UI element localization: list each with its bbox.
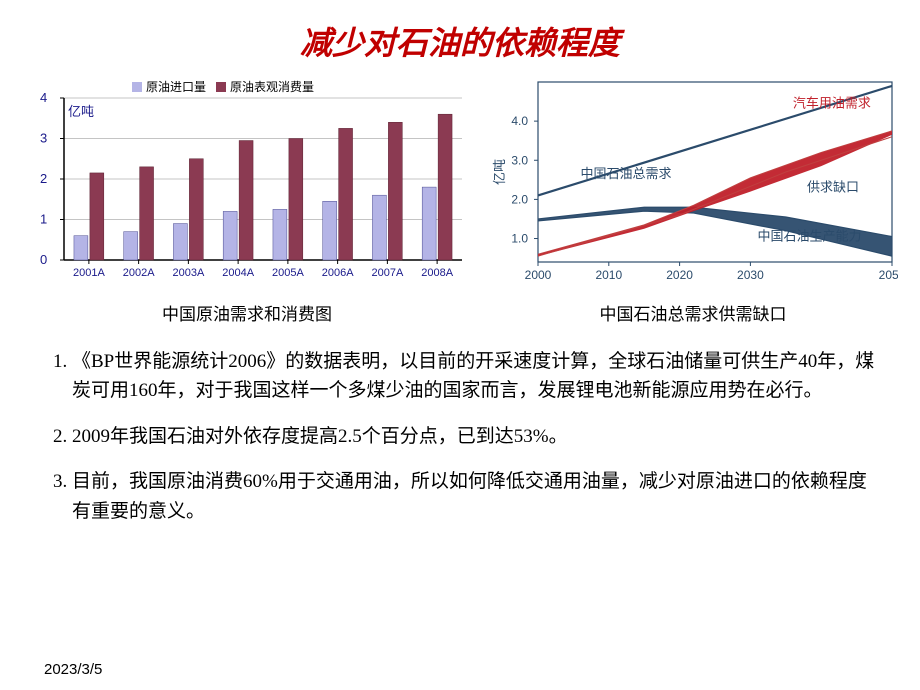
svg-text:2020: 2020 [666, 268, 693, 282]
legend-item-import: 原油进口量 [132, 78, 206, 95]
svg-text:2010: 2010 [595, 268, 622, 282]
svg-text:2000: 2000 [525, 268, 552, 282]
svg-text:2050: 2050 [879, 268, 898, 282]
date-stamp: 2023/3/5 [44, 661, 102, 678]
page-title: 减少对石油的依赖程度 [0, 0, 920, 72]
bar-chart-legend: 原油进口量 原油表观消费量 [132, 78, 314, 95]
bar-chart-caption: 中国原油需求和消费图 [22, 300, 472, 325]
bullet-list: 《BP世界能源统计2006》的数据表明，以目前的开采速度计算，全球石油储量可供生… [44, 347, 876, 526]
body-text: 《BP世界能源统计2006》的数据表明，以目前的开采速度计算，全球石油储量可供生… [0, 325, 920, 526]
line-chart-svg: 1.0 2.0 3.0 4.0 2000 2010 2020 2030 2050 亿吨 中国石油总需… [488, 76, 898, 286]
svg-text:亿吨: 亿吨 [68, 104, 94, 119]
captions-row: 中国原油需求和消费图 中国石油总需求供需缺口 [0, 286, 920, 325]
svg-text:2030: 2030 [737, 268, 764, 282]
svg-text:3.0: 3.0 [511, 153, 528, 167]
svg-text:供求缺口: 供求缺口 [807, 180, 859, 195]
legend-swatch-consumption [216, 82, 226, 92]
svg-text:4.0: 4.0 [511, 114, 528, 128]
line-chart-caption: 中国石油总需求供需缺口 [488, 300, 898, 325]
bar-chart: 原油进口量 原油表观消费量 0 1 2 3 4 亿吨 2001A 2002A 2003A 2004… [22, 76, 472, 286]
svg-text:汽车用油需求: 汽车用油需求 [793, 95, 871, 110]
svg-text:中国石油生产能力: 中国石油生产能力 [757, 228, 861, 243]
svg-text:2005A: 2005A [272, 267, 304, 279]
line-chart: 1.0 2.0 3.0 4.0 2000 2010 2020 2030 2050 亿吨 中国石油总需… [488, 76, 898, 286]
svg-text:2008A: 2008A [421, 267, 453, 279]
bar-chart-svg: 0 1 2 3 4 亿吨 2001A 2002A 2003A 2004A 2005A 2006A 200… [22, 76, 472, 286]
charts-row: 原油进口量 原油表观消费量 0 1 2 3 4 亿吨 2001A 2002A 2003A 2004… [0, 76, 920, 286]
svg-text:1.0: 1.0 [511, 232, 528, 246]
svg-text:4: 4 [40, 90, 47, 105]
svg-text:亿吨: 亿吨 [492, 159, 507, 185]
svg-text:3: 3 [40, 131, 47, 146]
svg-text:0: 0 [40, 252, 47, 267]
svg-text:中国石油总需求: 中国石油总需求 [580, 166, 671, 181]
svg-text:2004A: 2004A [222, 267, 254, 279]
legend-item-consumption: 原油表观消费量 [216, 78, 314, 95]
svg-text:2003A: 2003A [172, 267, 204, 279]
svg-text:2006A: 2006A [322, 267, 354, 279]
legend-swatch-import [132, 82, 142, 92]
bullet-item: 目前，我国原油消费60%用于交通用油，所以如何降低交通用油量，减少对原油进口的依… [72, 467, 876, 526]
legend-label-import: 原油进口量 [146, 78, 206, 95]
svg-text:2.0: 2.0 [511, 192, 528, 206]
svg-text:2007A: 2007A [371, 267, 403, 279]
bullet-item: 《BP世界能源统计2006》的数据表明，以目前的开采速度计算，全球石油储量可供生… [72, 347, 876, 406]
svg-text:2002A: 2002A [123, 267, 155, 279]
svg-text:2: 2 [40, 171, 47, 186]
legend-label-consumption: 原油表观消费量 [230, 78, 314, 95]
svg-text:1: 1 [40, 212, 47, 227]
bullet-item: 2009年我国石油对外依存度提高2.5个百分点，已到达53%。 [72, 422, 876, 451]
svg-text:2001A: 2001A [73, 267, 105, 279]
